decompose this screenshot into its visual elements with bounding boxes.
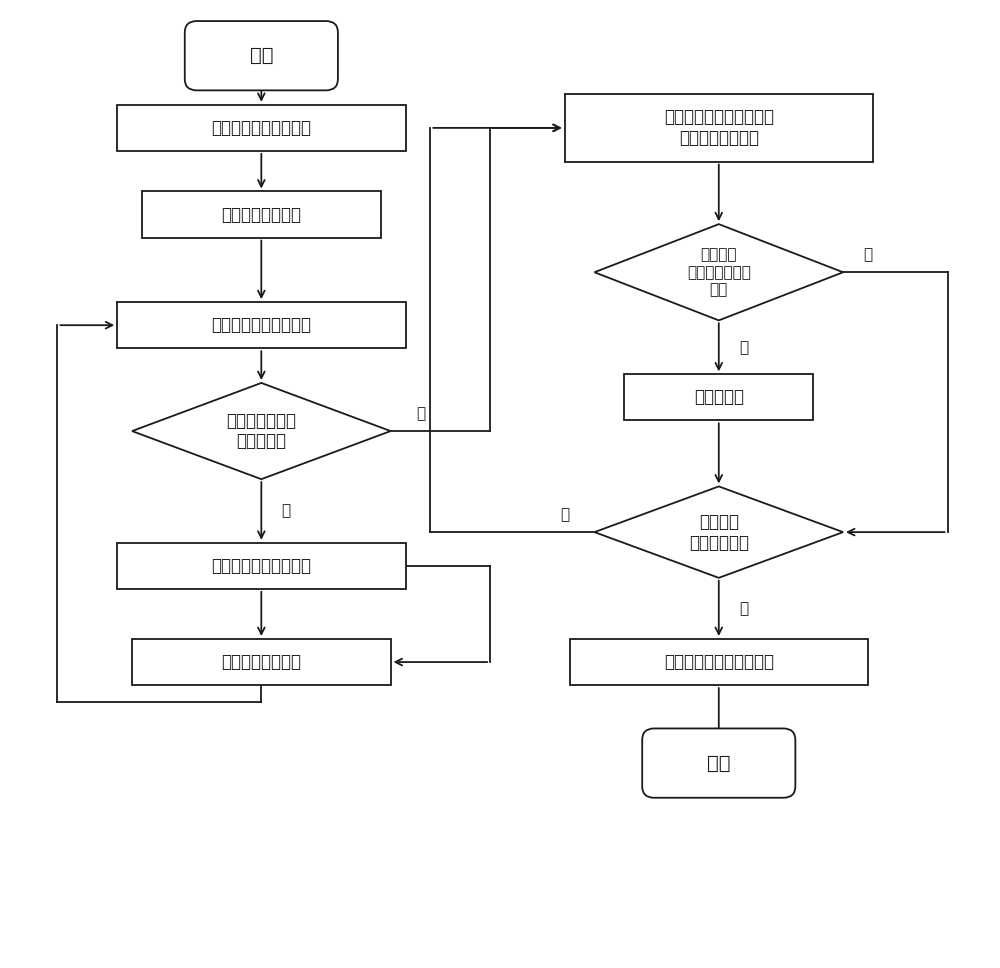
Text: 开始: 开始 — [250, 46, 273, 65]
Bar — [624, 375, 813, 420]
Text: 各个帝国争抢最弱帝国中
实力最低的殖民地: 各个帝国争抢最弱帝国中 实力最低的殖民地 — [664, 108, 774, 147]
Text: 结束: 结束 — [707, 754, 731, 772]
Bar — [142, 192, 381, 237]
Polygon shape — [594, 225, 843, 320]
Bar — [117, 302, 406, 348]
Polygon shape — [594, 486, 843, 578]
Bar — [570, 639, 868, 685]
Bar — [132, 639, 391, 685]
Text: 该帝国消失: 该帝国消失 — [694, 388, 744, 407]
Text: 对模糊控制器参数编码: 对模糊控制器参数编码 — [211, 119, 311, 136]
Text: 是: 是 — [282, 503, 291, 519]
Text: 输出最佳的模糊控制参数: 输出最佳的模糊控制参数 — [664, 653, 774, 671]
Text: 是否存在殖民地
比帝国更强: 是否存在殖民地 比帝国更强 — [226, 411, 296, 450]
Text: 否: 否 — [560, 507, 569, 523]
FancyBboxPatch shape — [642, 729, 795, 798]
Text: 是: 是 — [739, 601, 748, 616]
Bar — [565, 94, 873, 162]
Text: 否: 否 — [863, 248, 873, 262]
Text: 殖民地向所在帝国靠拢: 殖民地向所在帝国靠拢 — [211, 317, 311, 334]
Bar — [117, 105, 406, 151]
FancyBboxPatch shape — [185, 21, 338, 90]
Bar — [117, 543, 406, 589]
Text: 是否存在
哪个帝国没有殖
民地: 是否存在 哪个帝国没有殖 民地 — [687, 248, 751, 297]
Polygon shape — [132, 383, 391, 479]
Text: 殖民地和帝国交换位置: 殖民地和帝国交换位置 — [211, 557, 311, 575]
Text: 计算帝国集团实力: 计算帝国集团实力 — [221, 653, 301, 671]
Text: 否: 否 — [416, 407, 425, 421]
Text: 随机产生初始国家: 随机产生初始国家 — [221, 205, 301, 224]
Text: 是: 是 — [739, 340, 748, 355]
Text: 是否达到
算法停止条件: 是否达到 算法停止条件 — [689, 513, 749, 552]
